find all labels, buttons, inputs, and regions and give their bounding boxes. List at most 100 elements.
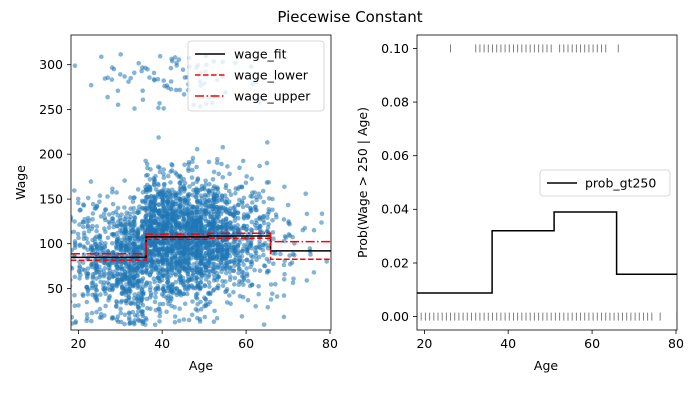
scatter-point bbox=[177, 221, 183, 227]
scatter-point bbox=[102, 266, 108, 271]
scatter-point bbox=[174, 261, 180, 266]
scatter-point bbox=[252, 267, 257, 273]
left-legend: wage_fit wage_lower wage_upper bbox=[187, 40, 325, 112]
scatter-point bbox=[227, 199, 232, 205]
scatter-point bbox=[231, 268, 237, 274]
scatter-point bbox=[170, 248, 175, 254]
scatter-point bbox=[241, 216, 247, 221]
scatter-point bbox=[228, 192, 234, 197]
scatter-point bbox=[215, 214, 220, 219]
scatter-point bbox=[166, 264, 171, 269]
scatter-point bbox=[103, 217, 108, 223]
scatter-point bbox=[195, 308, 200, 313]
scatter-point bbox=[160, 190, 166, 196]
left-legend-box bbox=[187, 40, 325, 112]
scatter-point bbox=[199, 252, 205, 258]
scatter-point bbox=[72, 293, 77, 298]
scatter-point bbox=[118, 271, 123, 277]
scatter-point bbox=[85, 247, 91, 253]
scatter-point bbox=[236, 202, 241, 207]
scatter-point bbox=[110, 269, 116, 275]
right-xtick: 80 bbox=[668, 330, 684, 351]
scatter-point bbox=[202, 295, 207, 301]
scatter-point bbox=[304, 211, 310, 217]
scatter-point bbox=[225, 164, 230, 169]
scatter-point bbox=[228, 301, 233, 307]
scatter-point bbox=[241, 277, 247, 283]
scatter-point bbox=[105, 235, 111, 241]
scatter-point bbox=[173, 255, 179, 261]
scatter-point bbox=[273, 281, 278, 287]
scatter-point bbox=[145, 305, 150, 311]
scatter-point bbox=[71, 230, 73, 235]
scatter-point bbox=[115, 219, 121, 224]
scatter-point bbox=[137, 204, 142, 209]
scatter-point bbox=[244, 174, 249, 179]
scatter-point bbox=[136, 318, 142, 324]
scatter-point bbox=[97, 306, 103, 312]
scatter-point bbox=[156, 306, 161, 312]
scatter-point bbox=[98, 279, 103, 285]
scatter-point bbox=[244, 273, 250, 279]
scatter-point bbox=[130, 309, 135, 315]
scatter-point bbox=[161, 175, 167, 180]
right-xtick: 60 bbox=[584, 330, 600, 351]
scatter-point bbox=[304, 278, 310, 283]
scatter-point bbox=[72, 188, 77, 193]
scatter-point bbox=[241, 262, 246, 267]
scatter-point bbox=[199, 186, 205, 192]
scatter-point bbox=[80, 293, 86, 299]
scatter-point bbox=[197, 261, 203, 267]
scatter-point bbox=[186, 166, 191, 171]
scatter-point bbox=[214, 315, 220, 321]
scatter-point bbox=[137, 284, 142, 289]
scatter-point bbox=[278, 251, 283, 257]
scatter-point bbox=[270, 291, 275, 297]
right-xtick: 20 bbox=[416, 330, 432, 351]
scatter-point bbox=[195, 176, 201, 181]
scatter-point bbox=[105, 94, 110, 100]
scatter-point bbox=[128, 195, 133, 200]
scatter-point bbox=[122, 219, 128, 224]
scatter-point bbox=[182, 240, 187, 245]
scatter-point bbox=[256, 291, 262, 297]
scatter-point bbox=[132, 70, 137, 76]
rug-marks bbox=[417, 44, 677, 321]
scatter-point bbox=[260, 188, 266, 194]
scatter-point bbox=[241, 282, 246, 288]
scatter-point bbox=[257, 238, 263, 244]
scatter-point bbox=[85, 292, 91, 297]
scatter-point bbox=[311, 227, 317, 233]
scatter-point bbox=[155, 275, 161, 281]
scatter-point bbox=[206, 159, 212, 165]
scatter-point bbox=[215, 157, 220, 162]
left-ticks: 20 40 60 80 50 100 150 200 250 300 bbox=[39, 57, 338, 351]
scatter-point bbox=[115, 102, 121, 108]
scatter-point bbox=[94, 247, 100, 252]
scatter-point bbox=[210, 177, 216, 182]
scatter-point bbox=[143, 206, 149, 211]
scatter-point bbox=[157, 309, 163, 315]
left-ytick-label: 100 bbox=[39, 236, 63, 251]
left-ytick: 250 bbox=[39, 102, 71, 117]
scatter-point bbox=[140, 199, 146, 205]
scatter-point bbox=[189, 266, 194, 271]
left-ytick-label: 300 bbox=[39, 57, 63, 72]
scatter-point bbox=[210, 201, 216, 206]
scatter-point bbox=[236, 228, 241, 233]
scatter-point bbox=[155, 181, 161, 187]
scatter-point bbox=[114, 299, 119, 304]
scatter-point bbox=[127, 268, 133, 273]
scatter-point bbox=[115, 280, 121, 286]
scatter-point bbox=[168, 284, 173, 289]
scatter-point bbox=[160, 197, 166, 202]
scatter-point bbox=[180, 209, 186, 214]
scatter-point bbox=[126, 248, 132, 254]
scatter-point bbox=[153, 294, 158, 300]
scatter-point bbox=[106, 219, 112, 225]
scatter-point bbox=[165, 173, 171, 179]
scatter-point bbox=[90, 275, 95, 281]
scatter-point bbox=[261, 252, 266, 258]
scatter-point bbox=[136, 209, 142, 215]
